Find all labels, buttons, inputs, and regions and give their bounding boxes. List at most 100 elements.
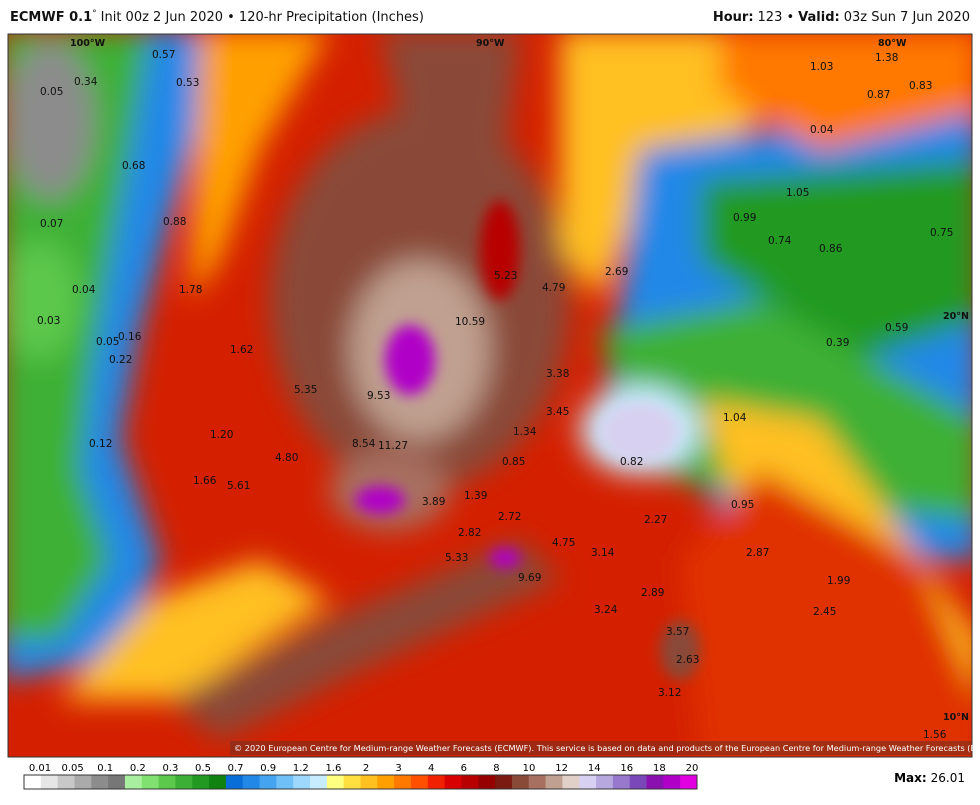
grid-label: 20°N — [943, 311, 969, 322]
legend-swatch — [427, 775, 446, 789]
legend-tick: 0.7 — [228, 763, 244, 774]
legend-tick: 1.2 — [293, 763, 309, 774]
legend-swatch — [680, 775, 698, 789]
point-value: 11.27 — [378, 440, 408, 452]
legend-swatch — [74, 775, 92, 789]
point-value: 0.85 — [502, 456, 525, 468]
green-cuba — [700, 160, 972, 360]
max-value: 26.01 — [931, 771, 965, 785]
point-value: 4.80 — [275, 452, 298, 464]
point-value: 1.03 — [810, 61, 833, 73]
point-value: 8.54 — [352, 438, 376, 450]
point-value: 0.59 — [885, 322, 908, 334]
point-value: 0.34 — [74, 76, 98, 88]
point-value: 2.72 — [498, 511, 521, 523]
legend-tick: 1.6 — [325, 763, 341, 774]
point-value: 4.75 — [552, 537, 575, 549]
legend-swatch — [276, 775, 294, 789]
point-value: 5.33 — [445, 552, 468, 564]
legend-tick: 0.2 — [130, 763, 146, 774]
grid-label: 80°W — [878, 38, 907, 49]
legend-tick: 8 — [493, 763, 499, 774]
point-value: 0.39 — [826, 337, 849, 349]
point-value: 2.87 — [746, 547, 769, 559]
point-value: 3.12 — [658, 687, 681, 699]
legend-tick: 20 — [686, 763, 699, 774]
green-w — [8, 240, 80, 360]
legend-swatch — [461, 775, 479, 789]
point-value: 0.04 — [810, 124, 834, 136]
legend-swatch — [596, 775, 614, 789]
point-value: 2.45 — [813, 606, 836, 618]
legend-tick: 14 — [588, 763, 601, 774]
point-value: 3.14 — [591, 547, 615, 559]
legend-tick: 0.5 — [195, 763, 211, 774]
legend-swatch — [646, 775, 664, 789]
legend-swatch — [57, 775, 75, 789]
point-value: 0.95 — [731, 499, 754, 511]
legend-tick: 6 — [461, 763, 467, 774]
header-right: Hour: 123 • Valid: 03z Sun 7 Jun 2020 — [713, 10, 970, 25]
legend-swatch — [24, 775, 42, 789]
hour: 123 • — [758, 10, 795, 25]
legend-tick: 12 — [555, 763, 568, 774]
legend-swatch — [444, 775, 462, 789]
legend-swatch — [158, 775, 176, 789]
legend-swatch — [225, 775, 244, 789]
cores — [355, 200, 700, 680]
point-value: 0.03 — [37, 315, 60, 327]
point-value: 0.05 — [40, 86, 63, 98]
legend-tick: 0.05 — [61, 763, 83, 774]
subtitle: Init 00z 2 Jun 2020 • 120-hr Precipitati… — [101, 10, 424, 25]
point-value: 1.34 — [513, 426, 537, 438]
legend-tick: 16 — [620, 763, 633, 774]
header-left: ECMWF 0.1° Init 00z 2 Jun 2020 • 120-hr P… — [10, 9, 424, 25]
point-value: 0.53 — [176, 77, 199, 89]
point-value: 0.16 — [118, 331, 142, 343]
point-value: 5.61 — [227, 480, 250, 492]
legend-swatch — [259, 775, 277, 789]
point-value: 2.63 — [676, 654, 699, 666]
point-value: 1.04 — [723, 412, 747, 424]
point-value: 0.04 — [72, 284, 96, 296]
hour-label: Hour: — [713, 10, 754, 25]
point-value: 10.59 — [455, 316, 485, 328]
point-value: 3.24 — [594, 604, 618, 616]
max-label: Max: — [894, 771, 927, 785]
legend: 0.01 0.05 0.1 0.2 0.3 0.5 0.7 0.9 1.2 1.6 2 3 4 6 8 10 1… — [23, 763, 699, 790]
point-value: 3.38 — [546, 368, 569, 380]
legend-frame — [23, 774, 698, 790]
orange-nw — [190, 34, 328, 300]
legend-swatch — [663, 775, 681, 789]
point-value: 1.20 — [210, 429, 233, 441]
point-value: 0.99 — [733, 212, 756, 224]
green-carib — [600, 300, 972, 520]
legend-tick: 18 — [653, 763, 666, 774]
legend-swatch — [360, 775, 378, 789]
max: Max: 26.01 — [894, 771, 965, 785]
legend-swatch — [579, 775, 597, 789]
point-value: 5.23 — [494, 270, 517, 282]
point-value: 0.57 — [152, 49, 175, 61]
point-value: 0.07 — [40, 218, 63, 230]
point-value: 0.12 — [89, 438, 112, 450]
point-value: 0.87 — [867, 89, 890, 101]
legend-swatch — [293, 775, 311, 789]
point-value: 3.57 — [666, 626, 689, 638]
point-value: 0.74 — [768, 235, 792, 247]
grid-label: 90°W — [476, 38, 505, 49]
legend-tick: 2 — [363, 763, 369, 774]
valid-label: Valid: — [798, 10, 840, 25]
point-value: 1.38 — [875, 52, 898, 64]
legend-swatch — [242, 775, 261, 789]
legend-swatch — [545, 775, 563, 789]
legend-swatch — [394, 775, 412, 789]
legend-tick: 0.3 — [162, 763, 178, 774]
point-value: 0.82 — [620, 456, 643, 468]
valid: 03z Sun 7 Jun 2020 — [844, 10, 970, 25]
grid-label: 10°N — [943, 712, 969, 723]
legend-swatch — [562, 775, 580, 789]
point-value: 1.56 — [923, 729, 947, 741]
legend-tick: 0.01 — [29, 763, 51, 774]
